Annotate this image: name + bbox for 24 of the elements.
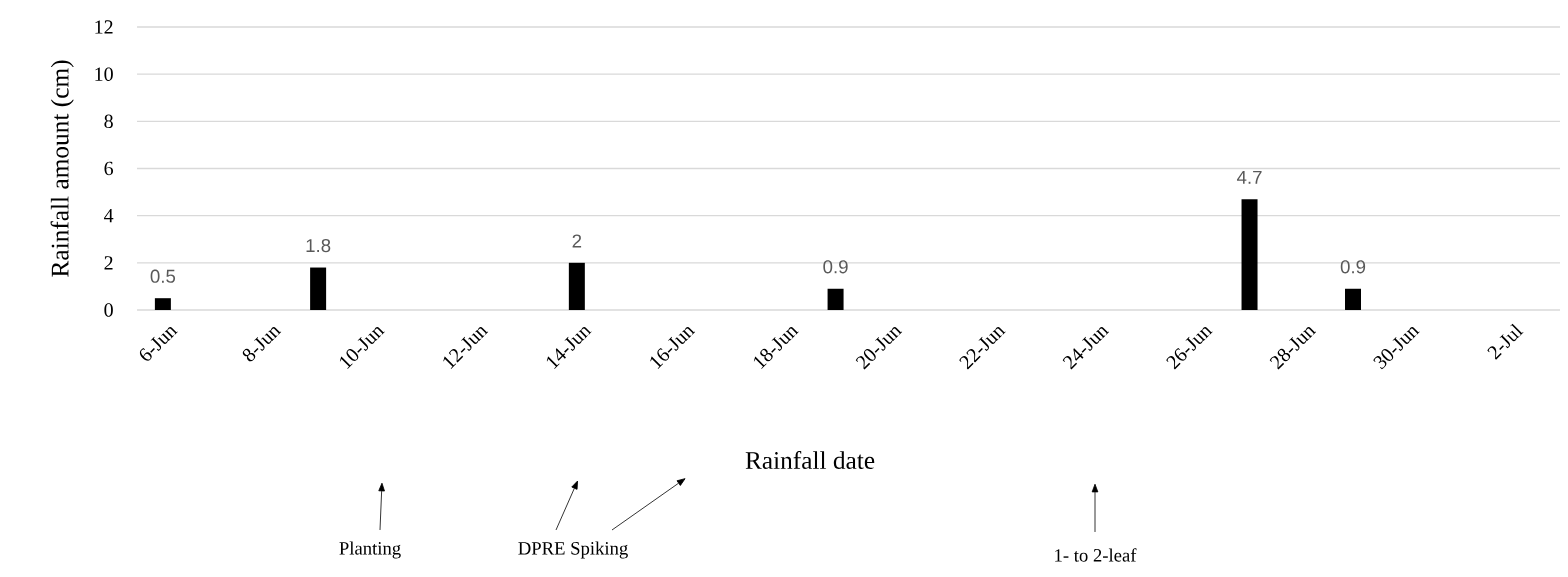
- y-tick-label: 12: [95, 20, 113, 34]
- y-tick-label: 8: [104, 114, 113, 129]
- data-label: 0.9: [823, 260, 848, 274]
- data-label: 0.9: [1340, 260, 1366, 274]
- y-tick-label: 4: [104, 209, 114, 223]
- bar: [154, 298, 171, 310]
- data-label: 4.7: [1236, 170, 1262, 184]
- y-tick-label: 2: [104, 256, 113, 270]
- bar: [568, 262, 585, 310]
- bar: [1241, 199, 1258, 310]
- bar: [310, 267, 327, 310]
- y-tick-label: 10: [95, 67, 113, 81]
- text: DPRE Spiking: [518, 541, 628, 559]
- text: Planting: [339, 541, 401, 559]
- bar: [1345, 288, 1362, 310]
- data-label: 2: [572, 234, 582, 248]
- text: 1- to 2-leaf: [1055, 548, 1137, 562]
- bar: [827, 288, 844, 310]
- y-tick-label: 6: [104, 161, 114, 176]
- y-axis-title: Rainfall amount (cm): [50, 60, 74, 277]
- data-label: 1.8: [306, 238, 331, 253]
- data-label: 0.5: [150, 269, 176, 283]
- y-tick-label: 0: [104, 303, 113, 317]
- x-axis-title: Rainfall date: [745, 450, 875, 470]
